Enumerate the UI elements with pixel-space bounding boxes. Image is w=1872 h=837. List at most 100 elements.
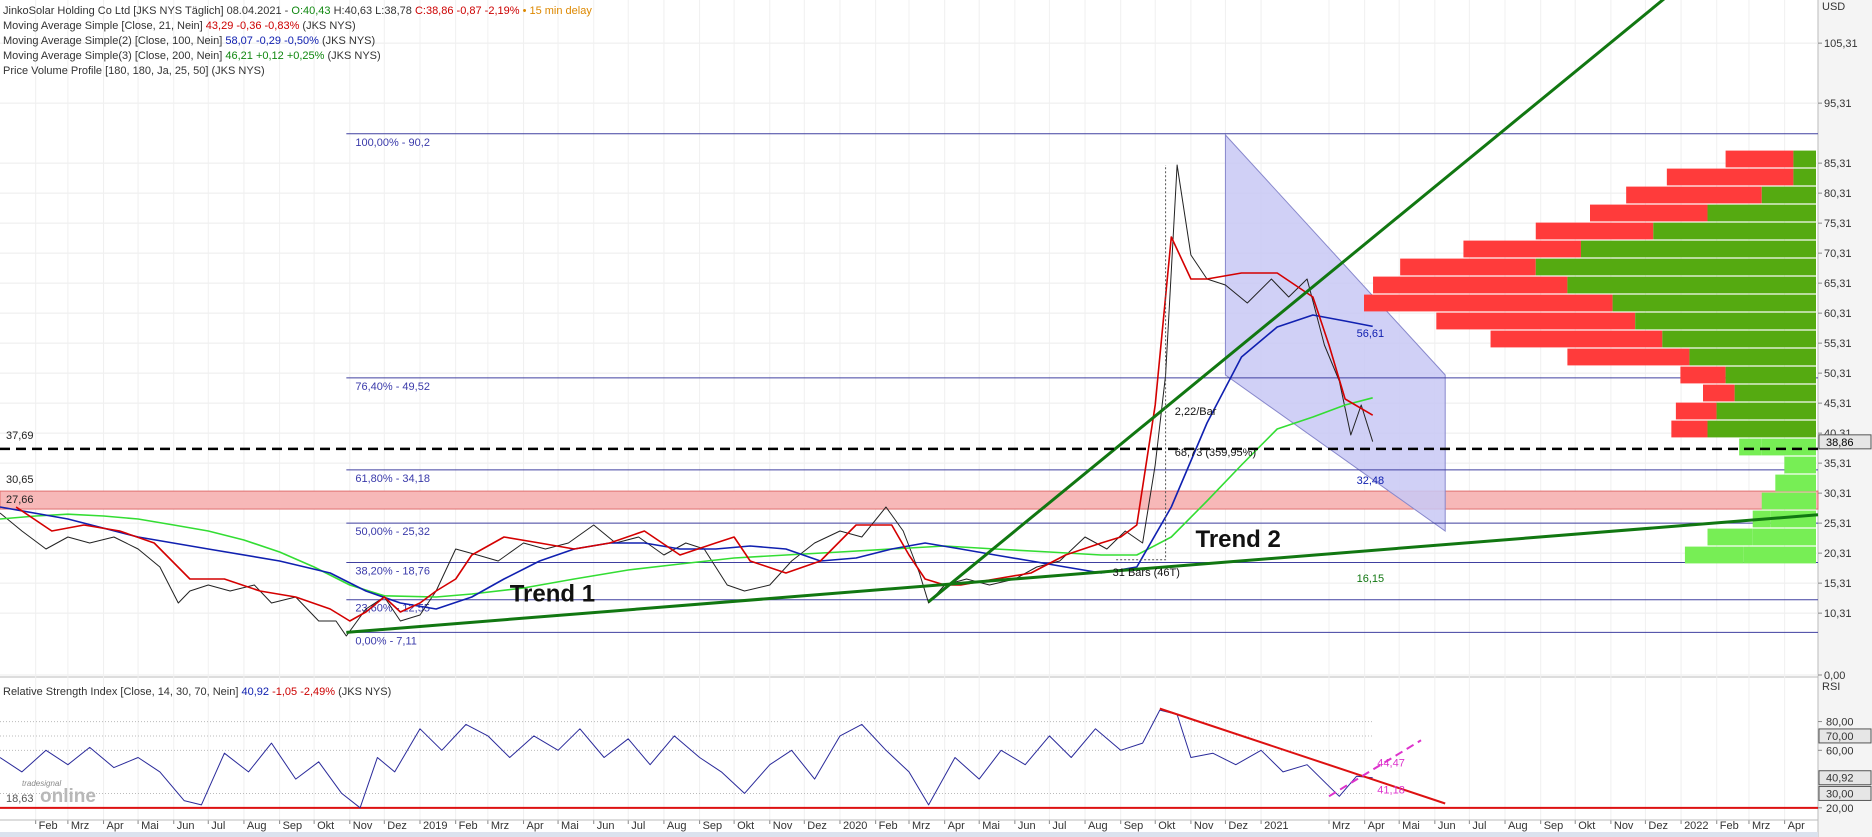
rsi-layer: 44,47 41,18 18,63 <box>0 707 1818 809</box>
last-price-badge <box>1818 434 1872 450</box>
x-tick-label: Apr <box>948 820 965 832</box>
axis-bg <box>1818 0 1872 837</box>
annotation-layer: Trend 1 Trend 2 56,61 32,48 16,15 2,22/Bar 68,… <box>510 165 1384 607</box>
y-tick-label: 25,31 <box>1824 518 1852 530</box>
x-tick-label: Jul <box>1052 820 1066 832</box>
series-ma100 <box>0 314 1373 610</box>
x-tick-label: Dez <box>1228 820 1248 832</box>
rsi-axis-unit: RSI <box>1822 681 1840 693</box>
channel-bottom-label: 32,48 <box>1357 475 1385 487</box>
x-tick-label: Mai <box>561 820 579 832</box>
volume-bar-buy <box>1580 240 1816 258</box>
volume-bar-sell <box>1567 348 1690 366</box>
support-band-layer: 30,65 27,66 <box>0 474 1819 510</box>
fib-label: 61,80% - 34,18 <box>355 473 430 485</box>
volume-bar-buy <box>1662 330 1816 348</box>
measure-rate-label: 2,22/Bar <box>1175 406 1217 418</box>
watermark-small: tradesignal <box>22 779 61 788</box>
trend1-label: Trend 1 <box>510 580 595 607</box>
volume-bar-sell <box>1400 258 1536 276</box>
x-tick-label: Aug <box>247 820 267 832</box>
volume-bar-buy <box>1707 420 1816 438</box>
y-tick-label: 35,31 <box>1824 458 1852 470</box>
x-tick-label: Apr <box>1788 820 1805 832</box>
legend-ma200: Moving Average Simple(3) [Close, 200, Ne… <box>3 50 381 62</box>
y-tick-label: 20,31 <box>1824 548 1852 560</box>
x-tick-label: Okt <box>317 820 334 832</box>
rsi-axis: 80,00 70,00 60,00 40,92 30,00 20,00 <box>1818 717 1872 815</box>
volume-bar-buy <box>1535 258 1816 276</box>
x-tick-label: Apr <box>1368 820 1385 832</box>
volume-bar-buy <box>1752 528 1816 546</box>
y-tick-label: 80,31 <box>1824 188 1852 200</box>
volume-bar-buy <box>1793 150 1816 168</box>
x-tick-label: Sep <box>1124 820 1144 832</box>
x-tick-label: Nov <box>353 820 373 832</box>
bottom-scrollbar[interactable] <box>0 832 1818 837</box>
x-tick-label: Aug <box>1088 820 1108 832</box>
volume-bar-buy <box>1689 348 1816 366</box>
x-tick-label: Aug <box>667 820 687 832</box>
rsi-tick-label: 70,00 <box>1826 731 1854 743</box>
watermark-logo: online <box>40 786 96 807</box>
x-tick-label: Mai <box>982 820 1000 832</box>
volume-bar-sell <box>1680 366 1726 384</box>
x-tick-label: Feb <box>39 820 58 832</box>
volume-bar-sell <box>1703 384 1735 402</box>
legend-ma100: Moving Average Simple(2) [Close, 100, Ne… <box>3 35 375 47</box>
x-tick-label: Dez <box>387 820 407 832</box>
x-tick-label: Dez <box>807 820 827 832</box>
y-tick-label: 50,31 <box>1824 368 1852 380</box>
rsi-tick-label: 20,00 <box>1826 803 1854 815</box>
volume-bar-buy <box>1612 294 1816 312</box>
trendline-1 <box>346 513 1819 634</box>
x-tick-label: Aug <box>1508 820 1528 832</box>
y-tick-label: 95,31 <box>1824 98 1852 110</box>
trend1-value-label: 16,15 <box>1357 573 1385 585</box>
y-tick-label: 0,00 <box>1824 670 1845 682</box>
x-tick-label: Sep <box>703 820 723 832</box>
x-tick-label: Jul <box>1472 820 1486 832</box>
fib-label: 76,40% - 49,52 <box>355 381 430 393</box>
rsi-level-18-63: 18,63 <box>6 793 34 805</box>
price-axis-unit: USD <box>1822 1 1845 13</box>
x-tick-label: Okt <box>1578 820 1595 832</box>
x-tick-label: Sep <box>1544 820 1564 832</box>
x-tick-label: 2021 <box>1264 820 1288 832</box>
y-tick-label: 85,31 <box>1824 158 1852 170</box>
x-tick-label: Dez <box>1648 820 1668 832</box>
rsi-breakout-line <box>1328 739 1422 798</box>
volume-bar-sell <box>1675 402 1717 420</box>
x-tick-label: Apr <box>527 820 544 832</box>
rsi-trendline <box>1159 707 1446 805</box>
x-tick-label: Jul <box>211 820 225 832</box>
volume-bar-sell <box>1364 294 1613 312</box>
volume-bar-buy <box>1725 366 1816 384</box>
x-tick-label: 2019 <box>423 820 447 832</box>
volume-bar-sell <box>1725 150 1794 168</box>
volume-bar-buy <box>1775 474 1816 492</box>
volume-bar-buy <box>1793 168 1816 186</box>
y-tick-label: 45,31 <box>1824 398 1852 410</box>
measure-guide <box>1116 165 1167 561</box>
x-tick-label: Mrz <box>491 820 509 832</box>
x-tick-label: Feb <box>459 820 478 832</box>
volume-bar-buy <box>1635 312 1816 330</box>
volume-bar-sell <box>1684 546 1744 564</box>
x-tick-label: Okt <box>1158 820 1175 832</box>
last-price-label: 38,86 <box>1826 437 1854 449</box>
fib-label: 0,00% - 7,11 <box>355 635 417 647</box>
volume-bar-sell <box>1739 438 1762 456</box>
rsi-legend: Relative Strength Index [Close, 14, 30, … <box>3 686 391 698</box>
x-tick-label: Mrz <box>1752 820 1770 832</box>
x-tick-label: Feb <box>1720 820 1739 832</box>
volume-bar-sell <box>1436 312 1636 330</box>
volume-bar-sell <box>1671 420 1708 438</box>
level-label-27-66: 27,66 <box>6 494 34 506</box>
fib-label: 38,20% - 18,76 <box>355 565 430 577</box>
x-tick-label: Jun <box>597 820 615 832</box>
x-tick-label: Nov <box>773 820 793 832</box>
trendline-layer: 37,69 <box>0 0 1819 634</box>
volume-bar-buy <box>1653 222 1816 240</box>
